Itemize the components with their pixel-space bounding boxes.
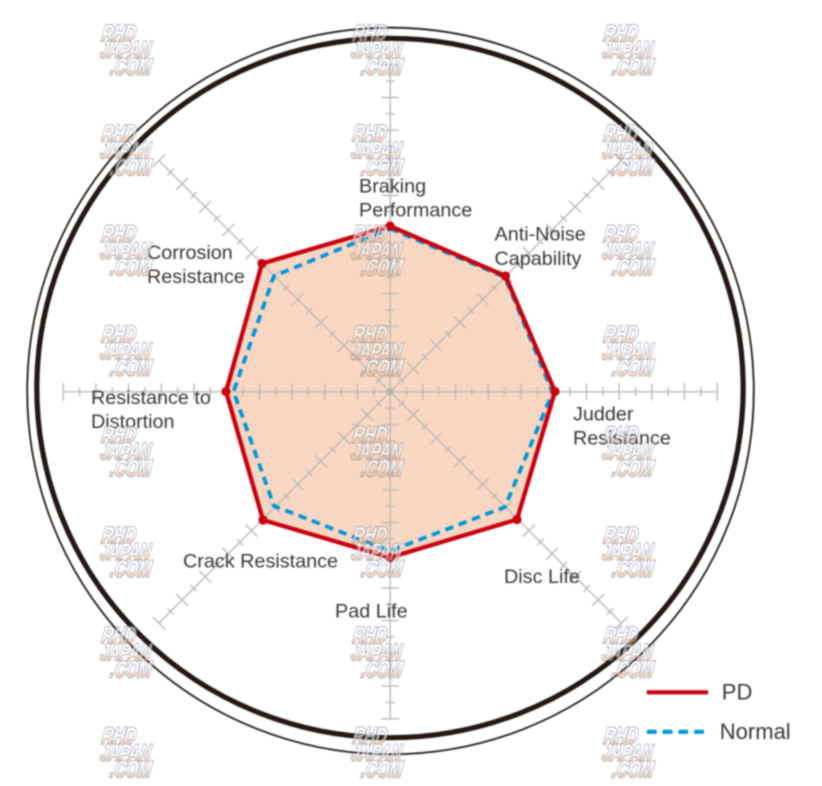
svg-text:.COM: .COM xyxy=(611,657,656,683)
svg-text:JAPAN: JAPAN xyxy=(350,740,405,766)
svg-text:RHD: RHD xyxy=(100,423,138,449)
svg-text:JAPAN: JAPAN xyxy=(99,238,154,264)
svg-text:JAPAN: JAPAN xyxy=(350,640,405,666)
svg-text:JAPAN: JAPAN xyxy=(350,339,405,365)
svg-text:RHD: RHD xyxy=(351,21,389,47)
svg-text:RHD: RHD xyxy=(351,523,389,549)
svg-text:PD: PD xyxy=(722,679,753,704)
svg-text:JAPAN: JAPAN xyxy=(350,38,405,64)
svg-text:RHD: RHD xyxy=(100,21,138,47)
svg-text:JAPAN: JAPAN xyxy=(99,138,154,164)
svg-text:.COM: .COM xyxy=(360,757,405,783)
svg-text:Anti-Noise: Anti-Noise xyxy=(495,224,586,246)
svg-text:RHD: RHD xyxy=(100,222,138,248)
svg-text:.COM: .COM xyxy=(611,757,656,783)
svg-text:.COM: .COM xyxy=(611,456,656,482)
svg-text:Resistance: Resistance xyxy=(147,266,245,288)
svg-text:.COM: .COM xyxy=(109,657,154,683)
svg-text:JAPAN: JAPAN xyxy=(601,439,656,465)
svg-text:Performance: Performance xyxy=(359,200,472,222)
svg-text:.COM: .COM xyxy=(360,155,405,181)
svg-text:JAPAN: JAPAN xyxy=(601,740,656,766)
svg-text:.COM: .COM xyxy=(360,557,405,583)
svg-text:RHD: RHD xyxy=(351,322,389,348)
svg-text:RHD: RHD xyxy=(351,623,389,649)
svg-text:RHD: RHD xyxy=(100,121,138,147)
svg-text:Disc Life: Disc Life xyxy=(504,566,580,588)
svg-text:.COM: .COM xyxy=(360,356,405,382)
svg-text:.COM: .COM xyxy=(360,55,405,81)
svg-text:Pad Life: Pad Life xyxy=(335,601,408,623)
svg-text:RHD: RHD xyxy=(100,322,138,348)
svg-text:.COM: .COM xyxy=(109,55,154,81)
svg-text:Crack Resistance: Crack Resistance xyxy=(183,551,338,573)
svg-text:JAPAN: JAPAN xyxy=(99,339,154,365)
svg-text:Resistance: Resistance xyxy=(573,427,671,449)
svg-text:.COM: .COM xyxy=(360,456,405,482)
svg-text:RHD: RHD xyxy=(100,523,138,549)
svg-text:RHD: RHD xyxy=(351,121,389,147)
svg-text:.COM: .COM xyxy=(611,155,656,181)
svg-text:.COM: .COM xyxy=(109,356,154,382)
svg-text:JAPAN: JAPAN xyxy=(350,540,405,566)
svg-text:JAPAN: JAPAN xyxy=(601,138,656,164)
svg-text:JAPAN: JAPAN xyxy=(350,138,405,164)
svg-text:.COM: .COM xyxy=(611,255,656,281)
svg-text:JAPAN: JAPAN xyxy=(99,540,154,566)
svg-text:.COM: .COM xyxy=(611,55,656,81)
svg-text:RHD: RHD xyxy=(602,623,640,649)
svg-text:JAPAN: JAPAN xyxy=(350,439,405,465)
svg-text:.COM: .COM xyxy=(109,255,154,281)
svg-text:JAPAN: JAPAN xyxy=(601,38,656,64)
svg-text:RHD: RHD xyxy=(351,423,389,449)
svg-text:RHD: RHD xyxy=(602,222,640,248)
svg-text:.COM: .COM xyxy=(360,255,405,281)
svg-text:JAPAN: JAPAN xyxy=(99,38,154,64)
svg-text:Normal: Normal xyxy=(720,719,791,744)
svg-text:RHD: RHD xyxy=(602,322,640,348)
svg-text:Corrosion: Corrosion xyxy=(147,242,233,264)
svg-text:RHD: RHD xyxy=(100,623,138,649)
svg-text:.COM: .COM xyxy=(611,356,656,382)
svg-text:RHD: RHD xyxy=(602,523,640,549)
svg-text:JAPAN: JAPAN xyxy=(350,238,405,264)
svg-text:Judder: Judder xyxy=(573,403,634,425)
svg-text:.COM: .COM xyxy=(109,757,154,783)
svg-text:JAPAN: JAPAN xyxy=(601,540,656,566)
svg-text:JAPAN: JAPAN xyxy=(601,238,656,264)
svg-text:.COM: .COM xyxy=(109,155,154,181)
svg-text:RHD: RHD xyxy=(602,423,640,449)
svg-text:JAPAN: JAPAN xyxy=(601,339,656,365)
svg-text:.COM: .COM xyxy=(109,557,154,583)
svg-text:RHD: RHD xyxy=(602,724,640,750)
svg-text:Distortion: Distortion xyxy=(91,411,175,433)
svg-text:RHD: RHD xyxy=(602,21,640,47)
svg-text:.COM: .COM xyxy=(360,657,405,683)
svg-text:RHD: RHD xyxy=(351,222,389,248)
svg-text:Braking: Braking xyxy=(359,175,426,197)
svg-text:RHD: RHD xyxy=(602,121,640,147)
svg-text:JAPAN: JAPAN xyxy=(99,439,154,465)
svg-text:RHD: RHD xyxy=(351,724,389,750)
svg-text:Resistance to: Resistance to xyxy=(91,387,211,409)
svg-text:JAPAN: JAPAN xyxy=(99,640,154,666)
svg-text:.COM: .COM xyxy=(109,456,154,482)
svg-text:RHD: RHD xyxy=(100,724,138,750)
svg-text:JAPAN: JAPAN xyxy=(601,640,656,666)
svg-text:.COM: .COM xyxy=(611,557,656,583)
svg-text:JAPAN: JAPAN xyxy=(99,740,154,766)
svg-text:Capability: Capability xyxy=(495,248,582,270)
